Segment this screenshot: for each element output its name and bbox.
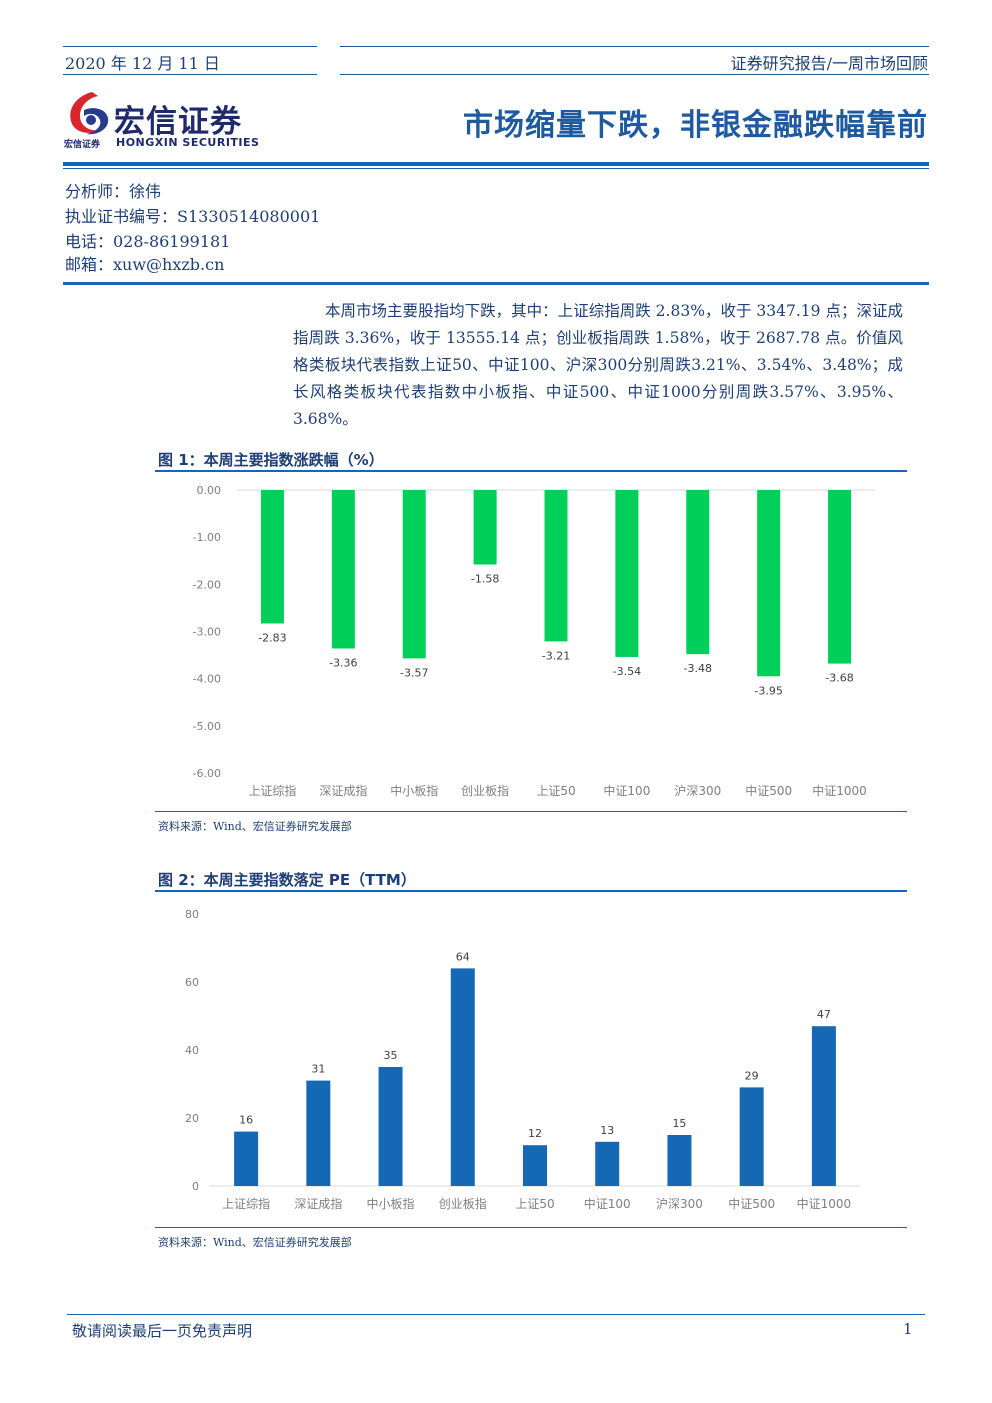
y-tick-label: -6.00 xyxy=(193,767,221,780)
category-label-5: 上证50 xyxy=(536,784,575,798)
report-date: 2020 年 12 月 11 日 xyxy=(65,54,220,73)
logo-name-cn: 宏信证券 xyxy=(114,104,242,140)
category-label-4: 创业板指 xyxy=(439,1196,487,1211)
data-label-6: 13 xyxy=(600,1124,614,1137)
category-label-6: 中证100 xyxy=(584,1196,631,1211)
chart-bar-1 xyxy=(234,1131,259,1186)
chart-bar-9 xyxy=(811,1026,836,1186)
data-label-5: -3.21 xyxy=(542,649,570,662)
title-divider xyxy=(63,162,929,166)
y-tick-label: 0.00 xyxy=(197,484,222,497)
category-label-8: 中证500 xyxy=(728,1196,775,1211)
chart-bar-7 xyxy=(667,1135,692,1186)
summary-paragraph: 本周市场主要股指均下跌，其中：上证综指周跌 2.83%，收于 3347.19 点… xyxy=(293,302,903,428)
y-tick-label: -4.00 xyxy=(193,673,221,686)
figure1-source: 资料来源：Wind、宏信证券研究发展部 xyxy=(158,820,352,833)
analyst-name: 分析师：徐伟 xyxy=(65,182,162,201)
company-logo: 宏信证券 宏信证券 HONGXIN SECURITIES xyxy=(62,86,272,152)
category-label-5: 上证50 xyxy=(515,1197,554,1211)
data-label-6: -3.54 xyxy=(613,665,641,678)
y-tick-label: 80 xyxy=(185,908,199,921)
category-label-7: 沪深300 xyxy=(656,1197,703,1211)
category-label-6: 中证100 xyxy=(603,783,650,798)
chart-bar-6 xyxy=(595,1141,620,1186)
data-label-9: 47 xyxy=(817,1008,831,1021)
figure2-bottom-rule xyxy=(155,1227,907,1228)
data-label-2: 31 xyxy=(311,1063,325,1076)
analyst-email: 邮箱：xuw@hxzb.cn xyxy=(65,255,225,274)
data-label-5: 12 xyxy=(528,1127,542,1140)
data-label-1: -2.83 xyxy=(258,631,286,644)
data-label-4: 64 xyxy=(456,950,470,963)
figure2-chart: 80 60 40 20 0 16 上证综指 31 深证成指 35 中小板指 64 创业板指 12 上证50 1… xyxy=(185,908,860,1211)
y-tick-label: -3.00 xyxy=(193,626,221,639)
header-rule-top-left xyxy=(63,46,317,47)
category-label-3: 中小板指 xyxy=(390,783,438,798)
chart-bar-5 xyxy=(544,490,568,642)
chart-bar-9 xyxy=(828,490,852,664)
figure2-source: 资料来源：Wind、宏信证券研究发展部 xyxy=(158,1236,352,1249)
footer-disclaimer: 敬请阅读最后一页免责声明 xyxy=(72,1322,253,1340)
chart-bar-3 xyxy=(402,490,426,659)
logo-name-cn-small: 宏信证券 xyxy=(64,140,101,150)
chart-bar-6 xyxy=(615,490,639,657)
data-label-2: -3.36 xyxy=(329,656,357,669)
category-label-1: 上证综指 xyxy=(222,1196,270,1211)
data-label-9: -3.68 xyxy=(825,672,853,685)
category-label-4: 创业板指 xyxy=(461,783,509,798)
chart-bar-2 xyxy=(331,490,355,649)
y-tick-label: 0 xyxy=(192,1180,199,1193)
chart-bar-1 xyxy=(260,490,284,624)
category-label-8: 中证500 xyxy=(745,783,792,798)
data-label-7: 15 xyxy=(672,1117,686,1130)
analyst-divider xyxy=(63,282,929,285)
figure1-top-rule xyxy=(155,470,907,472)
data-label-4: -1.58 xyxy=(471,573,499,586)
data-label-8: -3.95 xyxy=(754,684,782,697)
figure2-top-rule xyxy=(155,890,907,892)
footer-rule xyxy=(67,1314,925,1315)
chart-bar-4 xyxy=(450,968,475,1186)
header-rule-bottom-right xyxy=(340,74,929,75)
page-title: 市场缩量下跌，非银金融跌幅靠前 xyxy=(463,108,928,143)
analyst-phone: 电话：028-86199181 xyxy=(65,232,231,251)
category-label-2: 深证成指 xyxy=(319,783,367,798)
category-label-9: 中证1000 xyxy=(812,783,867,798)
chart-bar-3 xyxy=(378,1067,403,1186)
header-rule-bottom-left xyxy=(63,74,317,75)
figure1-chart: 0.00 -1.00 -2.00 -3.00 -4.00 -5.00 -6.00 -2.83 上… xyxy=(193,484,875,798)
category-label-3: 中小板指 xyxy=(367,1196,415,1211)
category-label-9: 中证1000 xyxy=(797,1196,852,1211)
data-label-3: 35 xyxy=(384,1049,398,1062)
category-label-1: 上证综指 xyxy=(248,783,296,798)
chart-bar-8 xyxy=(739,1087,764,1186)
figure2-title: 图 2：本周主要指数落定 PE（TTM） xyxy=(158,871,416,889)
figure1-title: 图 1：本周主要指数涨跌幅（%） xyxy=(158,451,384,469)
header-rule-top-right xyxy=(340,46,929,47)
chart-bar-8 xyxy=(757,490,781,677)
logo-name-en: HONGXIN SECURITIES xyxy=(116,136,260,149)
category-label-7: 沪深300 xyxy=(674,784,721,798)
chart-bar-2 xyxy=(306,1080,331,1186)
data-label-8: 29 xyxy=(745,1069,759,1082)
category-label-2: 深证成指 xyxy=(294,1196,342,1211)
title-divider-thin xyxy=(63,168,929,169)
y-tick-label: 40 xyxy=(185,1044,199,1057)
report-type: 证券研究报告/一周市场回顾 xyxy=(730,54,928,73)
y-tick-label: -5.00 xyxy=(193,720,221,733)
y-tick-label: 20 xyxy=(185,1112,199,1125)
analyst-cert: 执业证书编号：S1330514080001 xyxy=(65,207,321,226)
chart-bar-7 xyxy=(686,490,710,655)
y-tick-label: -1.00 xyxy=(193,531,221,544)
data-label-7: -3.48 xyxy=(684,662,712,675)
y-tick-label: -2.00 xyxy=(193,578,221,591)
figure1-bottom-rule xyxy=(155,811,907,812)
page-number: 1 xyxy=(903,1320,913,1338)
chart-bar-4 xyxy=(473,490,497,565)
y-tick-label: 60 xyxy=(185,976,199,989)
data-label-3: -3.57 xyxy=(400,666,428,679)
data-label-1: 16 xyxy=(239,1114,253,1127)
logo-emblem-icon xyxy=(70,92,109,135)
chart-bar-5 xyxy=(523,1145,547,1186)
